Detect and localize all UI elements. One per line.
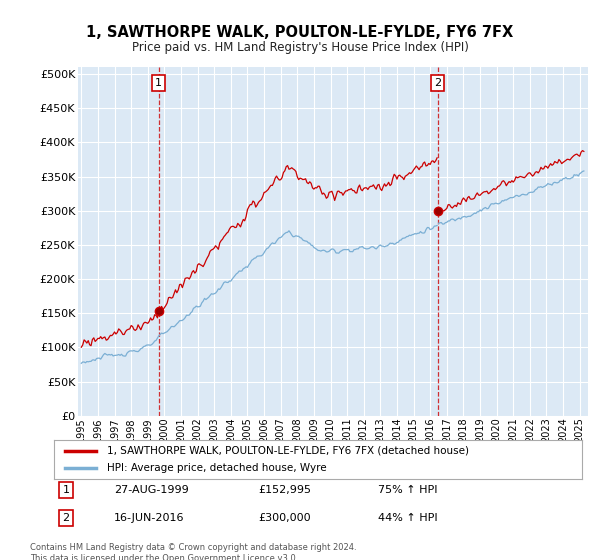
Text: Contains HM Land Registry data © Crown copyright and database right 2024.
This d: Contains HM Land Registry data © Crown c… <box>30 543 356 560</box>
Text: Price paid vs. HM Land Registry's House Price Index (HPI): Price paid vs. HM Land Registry's House … <box>131 41 469 54</box>
Text: £300,000: £300,000 <box>258 513 311 523</box>
Text: 16-JUN-2016: 16-JUN-2016 <box>114 513 185 523</box>
Text: 2: 2 <box>62 513 70 523</box>
Text: 1: 1 <box>62 485 70 495</box>
Text: 1, SAWTHORPE WALK, POULTON-LE-FYLDE, FY6 7FX (detached house): 1, SAWTHORPE WALK, POULTON-LE-FYLDE, FY6… <box>107 446 469 456</box>
Text: 1: 1 <box>155 78 162 88</box>
Text: HPI: Average price, detached house, Wyre: HPI: Average price, detached house, Wyre <box>107 463 326 473</box>
Text: 27-AUG-1999: 27-AUG-1999 <box>114 485 189 495</box>
Text: £152,995: £152,995 <box>258 485 311 495</box>
Text: 1, SAWTHORPE WALK, POULTON-LE-FYLDE, FY6 7FX: 1, SAWTHORPE WALK, POULTON-LE-FYLDE, FY6… <box>86 25 514 40</box>
Text: 44% ↑ HPI: 44% ↑ HPI <box>378 513 437 523</box>
Text: 2: 2 <box>434 78 442 88</box>
Text: 75% ↑ HPI: 75% ↑ HPI <box>378 485 437 495</box>
